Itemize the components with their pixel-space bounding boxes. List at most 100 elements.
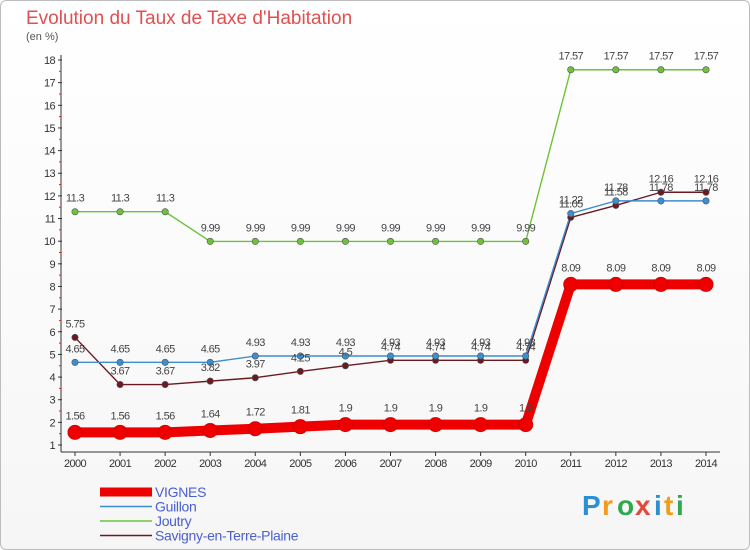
data-point — [112, 424, 128, 440]
x-tick-label: 2007 — [379, 458, 402, 470]
data-label: 1.56 — [65, 410, 84, 422]
data-point — [432, 352, 440, 360]
data-point — [653, 276, 669, 292]
data-label: 9.99 — [381, 222, 400, 234]
data-label: 9.99 — [201, 222, 220, 234]
chart-title: Evolution du Taux de Taxe d'Habitation — [26, 8, 352, 29]
data-label: 9.99 — [336, 222, 355, 234]
y-tick-label: 18 — [44, 55, 56, 67]
x-tick-label: 2014 — [695, 458, 718, 470]
data-label: 17.57 — [649, 51, 674, 63]
data-point — [157, 424, 173, 440]
data-label: 4.93 — [516, 337, 535, 349]
y-tick-label: 3 — [49, 395, 55, 407]
data-point — [247, 421, 263, 437]
data-label: 9.99 — [471, 222, 490, 234]
data-point — [657, 188, 665, 196]
data-label: 4.74 — [516, 341, 535, 353]
data-point — [251, 237, 259, 245]
data-label: 4.65 — [201, 343, 220, 355]
data-label: 4.5 — [339, 347, 353, 359]
x-tick-label: 2011 — [560, 458, 582, 470]
data-label: 4.93 — [336, 337, 355, 349]
x-tick-label: 2013 — [650, 458, 673, 470]
data-point — [206, 377, 214, 385]
data-label: 4.74 — [426, 341, 445, 353]
logo-letter: P — [582, 490, 601, 521]
data-label: 4.93 — [471, 337, 490, 349]
y-tick-label: 2 — [49, 417, 55, 429]
data-label: 11.78 — [604, 182, 628, 194]
data-point — [432, 237, 440, 245]
data-label: 1.9 — [519, 403, 533, 415]
data-label: 4.65 — [65, 343, 84, 355]
data-point — [251, 374, 259, 382]
data-point — [657, 197, 665, 205]
data-point — [202, 423, 218, 439]
data-point — [386, 352, 394, 360]
data-label: 12.16 — [649, 173, 674, 185]
legend-label: Guillon — [155, 499, 196, 515]
data-label: 11.78 — [649, 182, 673, 194]
data-label: 1.56 — [111, 410, 130, 422]
data-label: 4.65 — [111, 343, 130, 355]
y-tick-label: 14 — [44, 146, 56, 158]
data-label: 1.9 — [339, 403, 353, 415]
data-label: 12.16 — [694, 173, 719, 185]
data-label: 17.57 — [559, 51, 584, 63]
data-label: 8.09 — [606, 262, 625, 274]
data-label: 3.82 — [201, 362, 220, 374]
y-tick-label: 11 — [45, 214, 56, 226]
data-label: 1.9 — [429, 403, 443, 415]
data-label: 3.67 — [156, 366, 175, 378]
data-label: 3.67 — [111, 366, 130, 378]
y-tick-label: 9 — [49, 259, 55, 271]
data-point — [702, 188, 710, 196]
data-point — [341, 362, 349, 370]
data-label: 4.25 — [291, 352, 310, 364]
data-label: 1.72 — [246, 407, 265, 419]
data-label: 8.09 — [696, 262, 715, 274]
logo-letter: o — [617, 490, 634, 521]
data-point — [161, 358, 169, 366]
data-label: 9.99 — [291, 222, 310, 234]
data-point — [608, 276, 624, 292]
data-point — [67, 424, 83, 440]
legend-label: Savigny-en-Terre-Plaine — [155, 528, 299, 544]
data-point — [292, 419, 308, 435]
data-label: 1.9 — [384, 403, 398, 415]
logo-letter: t — [664, 490, 673, 521]
data-label: 4.65 — [156, 343, 175, 355]
data-label: 4.93 — [246, 337, 265, 349]
x-tick-label: 2012 — [605, 458, 628, 470]
data-label: 1.64 — [201, 409, 220, 421]
data-label: 4.93 — [381, 337, 400, 349]
data-point — [612, 197, 620, 205]
legend: VIGNESGuillonJoutrySavigny-en-Terre-Plai… — [100, 484, 299, 544]
x-tick-label: 2003 — [199, 458, 222, 470]
data-point — [702, 197, 710, 205]
series-line — [74, 69, 707, 243]
data-label: 4.93 — [291, 337, 310, 349]
data-point — [477, 352, 485, 360]
data-label: 9.99 — [516, 222, 535, 234]
data-label: 1.9 — [474, 403, 488, 415]
data-point — [518, 417, 534, 433]
data-point — [428, 417, 444, 433]
x-tick-label: 2001 — [109, 458, 132, 470]
y-tick-label: 6 — [49, 327, 55, 339]
data-point — [567, 210, 575, 218]
data-label: 11.3 — [111, 193, 130, 205]
y-tick-label: 10 — [44, 236, 56, 248]
data-point — [567, 66, 575, 74]
y-tick-label: 13 — [44, 168, 56, 180]
data-point — [337, 417, 353, 433]
data-label: 17.57 — [694, 51, 719, 63]
data-label: 4.93 — [426, 337, 445, 349]
data-point — [71, 208, 79, 216]
data-point — [522, 352, 530, 360]
data-point — [116, 381, 124, 389]
